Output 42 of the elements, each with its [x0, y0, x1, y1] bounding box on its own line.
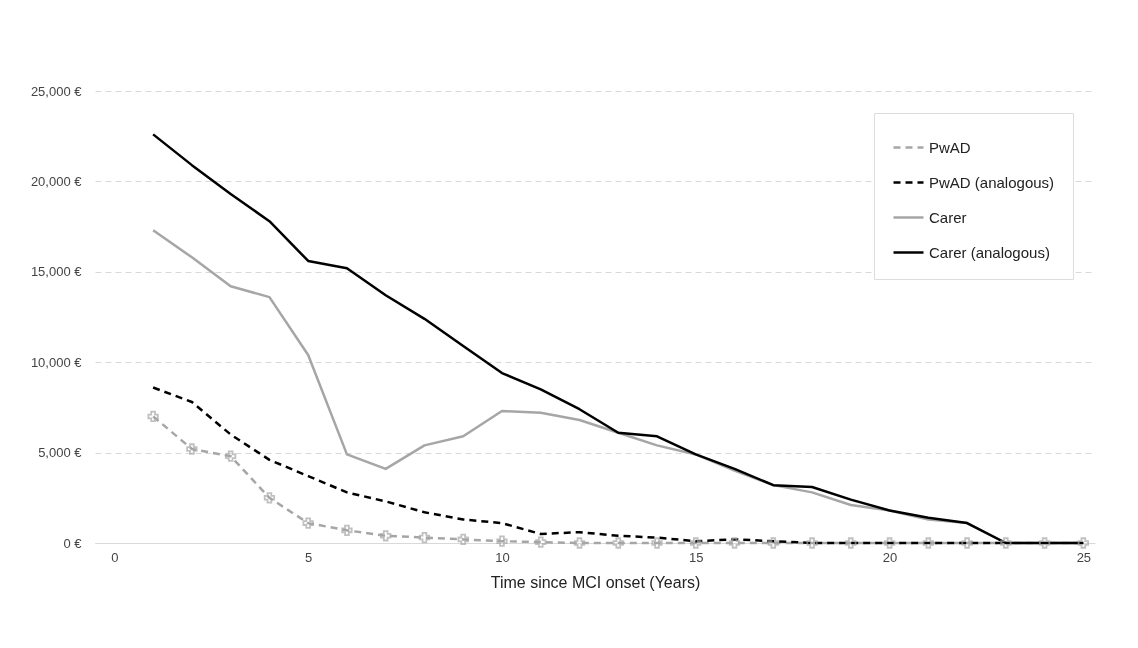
x-axis-title: Time since MCI onset (Years) — [490, 573, 701, 591]
point — [302, 517, 314, 529]
x-tick-label: 15 — [689, 549, 704, 565]
point — [147, 410, 159, 423]
x-tick-label: 25 — [1076, 549, 1092, 565]
point — [651, 537, 663, 549]
point — [418, 531, 431, 544]
point — [573, 537, 586, 549]
point — [225, 450, 237, 462]
point — [767, 537, 779, 549]
point — [845, 537, 857, 549]
point — [535, 536, 547, 548]
y-tick-label: 0 € — [63, 535, 83, 551]
y-tick-label: 15,000 € — [30, 264, 83, 280]
point — [1077, 537, 1090, 549]
legend-label: Carer — [929, 208, 967, 226]
y-tick-label: 5,000 € — [38, 445, 83, 461]
x-tick-label: 5 — [305, 549, 313, 565]
y-tick-label: 20,000 € — [30, 173, 83, 189]
point — [1000, 537, 1012, 549]
point — [186, 443, 198, 455]
point — [380, 530, 392, 542]
point — [806, 537, 818, 549]
point — [263, 492, 276, 504]
x-tick-label: 0 — [111, 549, 119, 565]
point — [922, 537, 934, 549]
point — [883, 537, 896, 549]
point — [341, 524, 353, 536]
y-tick-label: 10,000 € — [30, 354, 83, 370]
x-tick-label: 10 — [495, 549, 510, 565]
point — [728, 537, 741, 549]
point — [690, 537, 702, 549]
point — [457, 533, 469, 546]
x-tick-label: 20 — [882, 549, 898, 565]
legend-label: PwAD (analogous) — [929, 173, 1055, 191]
point — [961, 537, 973, 549]
point — [1038, 537, 1051, 549]
legend-label: Carer (analogous) — [929, 243, 1050, 261]
y-tick-label: 25,000 € — [30, 83, 83, 99]
point — [496, 535, 508, 547]
legend-label: PwAD — [929, 138, 971, 156]
point — [612, 537, 624, 549]
